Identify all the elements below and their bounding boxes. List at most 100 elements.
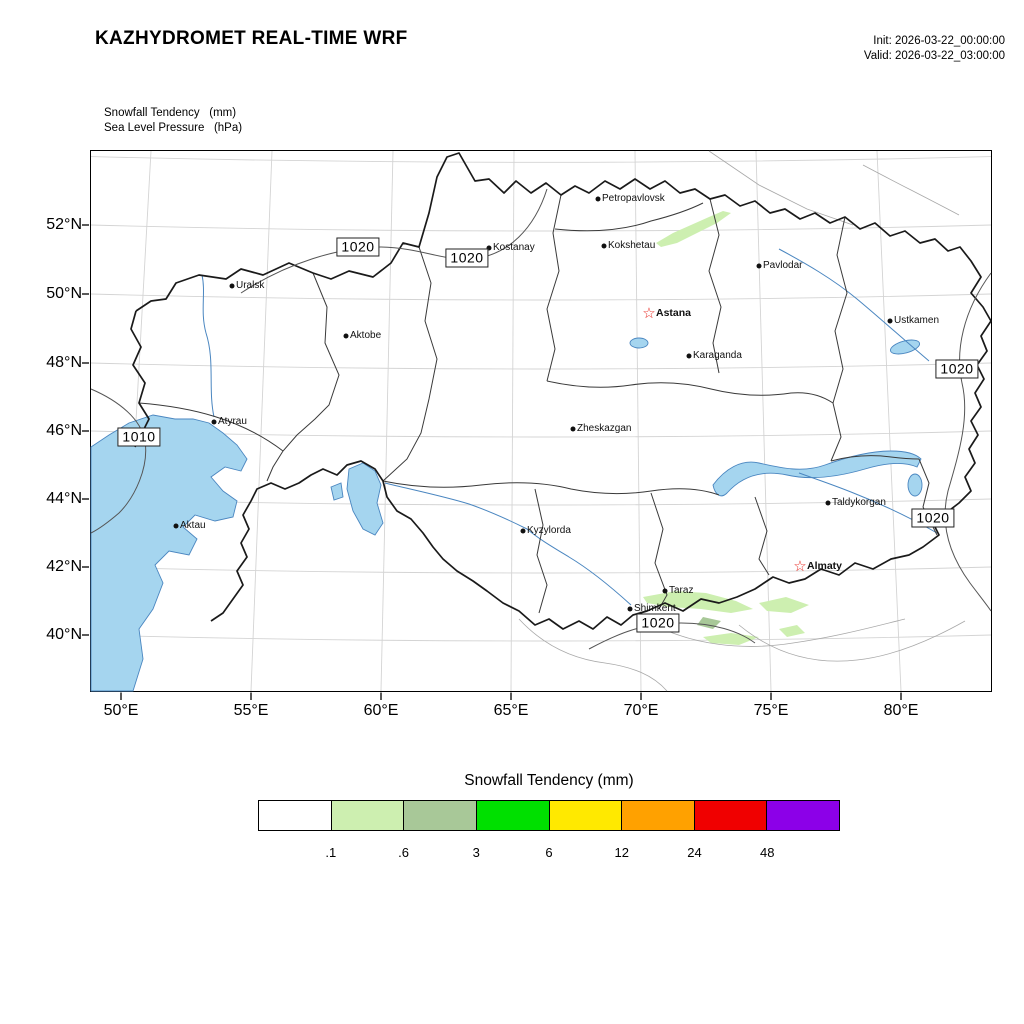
pressure-contour-label: 1020 bbox=[636, 613, 680, 633]
legend-color-cell bbox=[766, 800, 840, 831]
lon-tick-label: 75°E bbox=[753, 702, 789, 719]
region-borders bbox=[138, 194, 938, 614]
lat-tick-label: 48°N bbox=[46, 354, 82, 371]
country-border bbox=[130, 152, 992, 630]
legend-color-cell bbox=[403, 800, 477, 831]
city-label: Taldykorgan bbox=[832, 497, 886, 508]
legend-tick-label: 12 bbox=[614, 845, 629, 860]
lat-tick-label: 44°N bbox=[46, 490, 82, 507]
city-label: Taraz bbox=[669, 585, 694, 596]
city-label: Kokshetau bbox=[608, 240, 656, 251]
legend-title: Snowfall Tendency (mm) bbox=[464, 772, 634, 789]
map-canvas bbox=[82, 150, 992, 700]
capital-star-icon: ☆ bbox=[793, 558, 807, 576]
legend-color-cell bbox=[548, 800, 623, 831]
legend-tick-label: 3 bbox=[472, 845, 480, 860]
city-dot bbox=[825, 500, 831, 506]
legend-tick-label: .1 bbox=[325, 845, 337, 860]
legend-color-cell bbox=[258, 800, 332, 831]
neighbor-borders bbox=[518, 150, 966, 692]
axis-ticks bbox=[82, 224, 902, 700]
legend-color-cell bbox=[621, 800, 695, 831]
city-dot bbox=[627, 606, 633, 612]
city-dot bbox=[686, 353, 692, 359]
city-dot bbox=[601, 243, 607, 249]
map-frame: 52°N 50°N 48°N 46°N 44°N 42°N 40°N 50°E 55°E 60°… bbox=[46, 150, 992, 719]
city-dot bbox=[662, 588, 668, 594]
snowfall-patch-south-2 bbox=[759, 597, 809, 613]
lake-zaysan bbox=[889, 339, 921, 355]
pressure-contour-label: 1010 bbox=[117, 427, 161, 447]
legend-tick-label: 6 bbox=[545, 845, 553, 860]
capital-label: Almaty bbox=[807, 560, 843, 572]
contour-1020-south bbox=[588, 622, 756, 650]
init-time-label: Init: 2026-03-22_00:00:00 bbox=[873, 35, 1005, 47]
city-label: Zheskazgan bbox=[577, 423, 632, 434]
pressure-contours bbox=[90, 188, 992, 650]
city-dot bbox=[887, 318, 893, 324]
snowfall-patch-northeast bbox=[656, 211, 731, 247]
lon-tick-label: 70°E bbox=[623, 702, 659, 719]
lon-tick-label: 80°E bbox=[883, 702, 919, 719]
lake-tengiz bbox=[629, 337, 649, 349]
field-label-pressure: Sea Level Pressure (hPa) bbox=[104, 122, 243, 134]
city-label: Kyzylorda bbox=[527, 525, 571, 536]
contour-1010-west bbox=[90, 388, 147, 534]
snowfall-patch-south-5 bbox=[703, 633, 759, 645]
city-label: Aktobe bbox=[350, 330, 382, 341]
legend-color-cell bbox=[330, 800, 405, 831]
city-dot bbox=[229, 283, 235, 289]
city-dot bbox=[756, 263, 762, 269]
legend-tick-row: .1 .6 3 6 12 24 48 bbox=[258, 845, 840, 863]
lake-balkhash bbox=[712, 450, 922, 497]
lat-tick-label: 52°N bbox=[46, 216, 82, 233]
city-label: Shimkent bbox=[634, 603, 676, 614]
lon-tick-label: 50°E bbox=[103, 702, 139, 719]
pressure-contour-label: 1020 bbox=[445, 248, 489, 268]
water-bodies bbox=[90, 337, 923, 692]
city-dot bbox=[595, 196, 601, 202]
field-label-snowfall: Snowfall Tendency (mm) bbox=[104, 107, 237, 119]
capital-label: Astana bbox=[656, 307, 692, 319]
contour-1020-north bbox=[240, 188, 548, 294]
city-dot bbox=[520, 528, 526, 534]
lake-alakol bbox=[907, 473, 923, 497]
lat-tick-label: 42°N bbox=[46, 558, 82, 575]
run-info: Init: 2026-03-22_00:00:00 Valid: 2026-03… bbox=[864, 34, 1005, 64]
city-dot bbox=[570, 426, 576, 432]
lat-tick-label: 40°N bbox=[46, 626, 82, 643]
legend-color-cell bbox=[693, 800, 768, 831]
pressure-contour-label: 1020 bbox=[911, 508, 955, 528]
field-labels: Snowfall Tendency (mm) Sea Level Pressur… bbox=[104, 106, 242, 136]
capital-star-icon: ☆ bbox=[642, 305, 656, 323]
city-label: Ustkamen bbox=[894, 315, 940, 326]
city-dot bbox=[486, 245, 492, 251]
lon-tick-label: 55°E bbox=[233, 702, 269, 719]
city-label: Uralsk bbox=[236, 280, 265, 291]
lon-tick-label: 60°E bbox=[363, 702, 399, 719]
aral-sea bbox=[346, 462, 384, 536]
pressure-contour-label: 1020 bbox=[935, 359, 979, 379]
caspian-sea bbox=[90, 414, 248, 692]
city-label: Pavlodar bbox=[763, 260, 803, 271]
pressure-contour-label: 1020 bbox=[336, 237, 380, 257]
lat-tick-label: 50°N bbox=[46, 285, 82, 302]
rivers bbox=[201, 248, 938, 606]
kazakhstan-outline bbox=[135, 152, 992, 630]
city-label: Kostanay bbox=[493, 242, 535, 253]
city-dot bbox=[343, 333, 349, 339]
lat-tick-label: 46°N bbox=[46, 422, 82, 439]
ural-river bbox=[201, 274, 215, 418]
syrdarya-river bbox=[384, 482, 632, 606]
city-label: Karaganda bbox=[693, 350, 742, 361]
legend-colorbar bbox=[258, 800, 840, 831]
city-label: Petropavlovsk bbox=[602, 193, 665, 204]
legend: Snowfall Tendency (mm) .1 .6 3 6 12 24 48 bbox=[258, 772, 840, 863]
city-dot bbox=[173, 523, 179, 529]
legend-tick-label: .6 bbox=[398, 845, 409, 860]
lon-tick-label: 65°E bbox=[493, 702, 529, 719]
legend-color-cell bbox=[475, 800, 550, 831]
contour-1020-east bbox=[944, 272, 992, 612]
snowfall-patch-south-4 bbox=[779, 625, 805, 637]
legend-tick-label: 48 bbox=[760, 845, 775, 860]
